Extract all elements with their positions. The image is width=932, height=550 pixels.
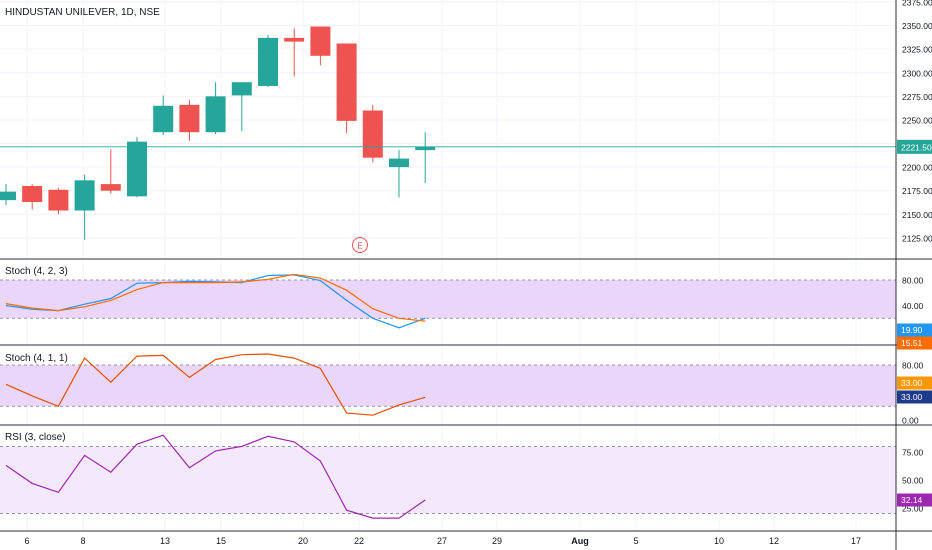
candle[interactable] [22,184,43,210]
last-price-label: 2221.50 [901,142,932,152]
candle[interactable] [205,82,226,135]
stoch-4-2-3-title: Stoch (4, 2, 3) [5,266,68,277]
candle-body [127,141,147,197]
indicator-tick-label: 50.00 [902,476,924,486]
candle[interactable] [415,132,436,184]
price-tick-label: 2250.00 [902,115,932,125]
candle-body [100,184,121,191]
indicator-bands [0,279,896,514]
candle[interactable] [0,184,16,205]
indicator-series-line [5,434,426,519]
indicator-value-label: 33.00 [901,378,923,388]
candle[interactable] [100,149,121,194]
indicator-value-label-bg [897,323,932,337]
indicator-value-label: 32.14 [901,495,923,505]
time-tick-label: 29 [492,536,502,546]
price-tick-label: 2325.00 [902,45,932,55]
indicator-value-label: 15.51 [901,338,923,348]
time-tick-label: 10 [714,536,724,546]
time-tick-label: 20 [298,536,308,546]
grid-layer [0,0,896,531]
time-tick-label: 22 [354,536,364,546]
indicator-band-fill [0,446,896,514]
indicator-tick-label: 75.00 [902,448,924,458]
candle[interactable] [231,82,252,132]
price-tick-label: 2375.00 [902,0,932,8]
time-tick-label: 6 [24,536,29,546]
candle[interactable] [310,26,331,66]
candle[interactable] [48,187,69,215]
price-tick-label: 2350.00 [902,21,932,31]
candle[interactable] [127,136,147,198]
indicator-tick-label: 80.00 [902,361,924,371]
candlestick-series [0,26,436,240]
time-tick-label: 15 [216,536,226,546]
candle[interactable] [336,43,357,134]
candle[interactable] [153,95,174,136]
candle[interactable] [389,150,409,198]
indicator-tick-label: 0.00 [902,416,919,426]
indicator-value-label: 19.90 [901,325,923,335]
last-price-label-bg [897,139,932,154]
candle-body [205,96,226,133]
price-tick-label: 2150.00 [902,210,932,220]
candle-body [74,180,95,211]
time-tick-label: 17 [851,536,861,546]
candle-body [48,189,69,211]
earnings-event-letter: E [357,242,362,251]
value-labels: 2221.50 19.90 15.51 33.00 33.00 32.14 [897,139,932,507]
price-tick-label: 2175.00 [902,186,932,196]
candle-body [336,43,357,121]
candle-body [231,82,252,96]
price-tick-label: 2125.00 [902,233,932,243]
time-tick-label: 5 [633,536,638,546]
indicator-series-line [5,274,426,329]
candle-body [0,191,16,201]
indicator-value-label-bg [897,376,932,390]
candle-body [389,158,409,168]
time-tick-label: 8 [80,536,85,546]
candle-body [415,146,436,151]
rsi-title: RSI (3, close) [5,432,66,443]
candle[interactable] [179,100,200,141]
candle-body [310,26,331,56]
time-tick-label: Aug [571,536,589,546]
stoch-4-1-1-title: Stoch (4, 1, 1) [5,353,68,364]
indicator-series-line [5,353,426,416]
indicator-value-label-bg [897,390,932,404]
indicator-value-label: 33.00 [901,392,923,402]
time-tick-label: 13 [160,536,170,546]
candle-body [22,185,43,203]
candle-body [362,110,383,158]
time-tick-label: 27 [437,536,447,546]
indicator-tick-label: 80.00 [902,276,924,286]
chart-title: HINDUSTAN UNILEVER, 1D, NSE [5,7,160,18]
candle-body [153,105,174,133]
price-tick-label: 2200.00 [902,163,932,173]
indicator-band-fill [0,280,896,319]
candle-body [284,37,305,42]
earnings-event-marker[interactable]: E [352,237,368,253]
price-tick-label: 2275.00 [902,92,932,102]
indicator-tick-label: 25.00 [902,504,924,514]
candle[interactable] [284,28,305,77]
price-tick-label: 2300.00 [902,68,932,78]
indicator-lines [0,146,896,519]
candle-body [258,37,278,86]
indicator-series-line [5,273,426,322]
candle[interactable] [362,104,383,163]
indicator-value-label-bg [897,336,932,350]
indicator-value-label-bg [897,493,932,507]
indicator-band-fill [0,365,896,407]
indicator-tick-label: 40.00 [902,301,924,311]
time-tick-label: 12 [769,536,779,546]
candle-body [179,104,200,133]
candle[interactable] [74,174,95,240]
candle[interactable] [258,35,278,87]
